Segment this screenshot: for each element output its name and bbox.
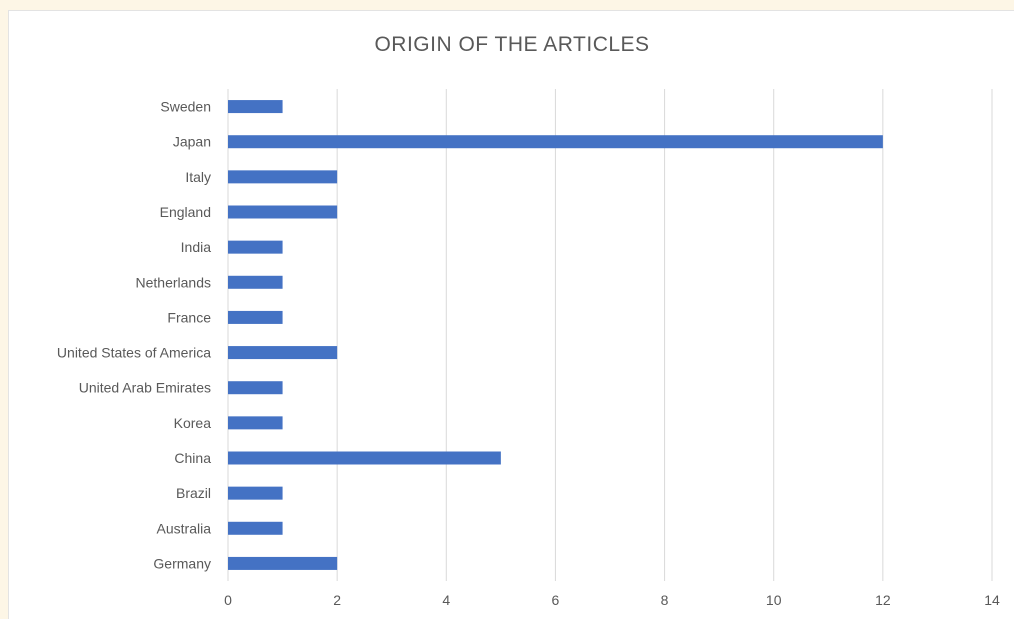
chart-title: ORIGIN OF THE ARTICLES xyxy=(374,33,650,56)
category-label: Sweden xyxy=(160,99,211,115)
category-label: Korea xyxy=(174,415,212,431)
bar-england xyxy=(228,205,338,219)
category-label: Netherlands xyxy=(136,274,212,290)
bar-germany xyxy=(228,556,338,570)
category-label: Brazil xyxy=(176,485,211,501)
x-tick-label: 10 xyxy=(766,592,782,608)
x-tick-label: 4 xyxy=(442,592,450,608)
bar-sweden xyxy=(228,100,283,114)
x-tick-label: 6 xyxy=(552,592,560,608)
bar-australia xyxy=(228,521,283,535)
bar-chart: Sweden Japan Italy England India Netherlands F… xyxy=(57,89,1000,608)
bar-china xyxy=(228,451,501,465)
category-label: England xyxy=(160,204,211,220)
category-label: China xyxy=(174,450,211,466)
bar-france xyxy=(228,310,283,324)
category-label: Australia xyxy=(157,520,212,536)
bars xyxy=(228,100,883,570)
x-tick-label: 8 xyxy=(661,592,669,608)
category-label: India xyxy=(181,239,212,255)
category-label: Japan xyxy=(173,134,211,150)
bar-india xyxy=(228,240,283,254)
category-label: France xyxy=(167,309,211,325)
category-label: United Arab Emirates xyxy=(79,380,211,396)
category-labels: Sweden Japan Italy England India Netherlands F… xyxy=(57,99,211,572)
x-tick-label: 0 xyxy=(224,592,232,608)
x-tick-label: 12 xyxy=(875,592,891,608)
bar-japan xyxy=(228,135,883,149)
bar-korea xyxy=(228,416,283,430)
bar-netherlands xyxy=(228,275,283,289)
category-label: Germany xyxy=(153,555,211,571)
gridlines xyxy=(227,89,993,581)
bar-united-arab-emirates xyxy=(228,381,283,395)
category-label: United States of America xyxy=(57,345,211,361)
bar-united-states-of-america xyxy=(228,346,338,360)
bar-brazil xyxy=(228,486,283,500)
x-tick-label: 14 xyxy=(984,592,1000,608)
chart-frame: ORIGIN OF THE ARTICLES Sweden Japan Italy E… xyxy=(8,10,1014,619)
x-tick-labels: 0 2 4 6 8 10 12 14 xyxy=(224,592,1000,608)
bar-italy xyxy=(228,170,338,184)
category-label: Italy xyxy=(185,169,211,185)
x-tick-label: 2 xyxy=(333,592,341,608)
